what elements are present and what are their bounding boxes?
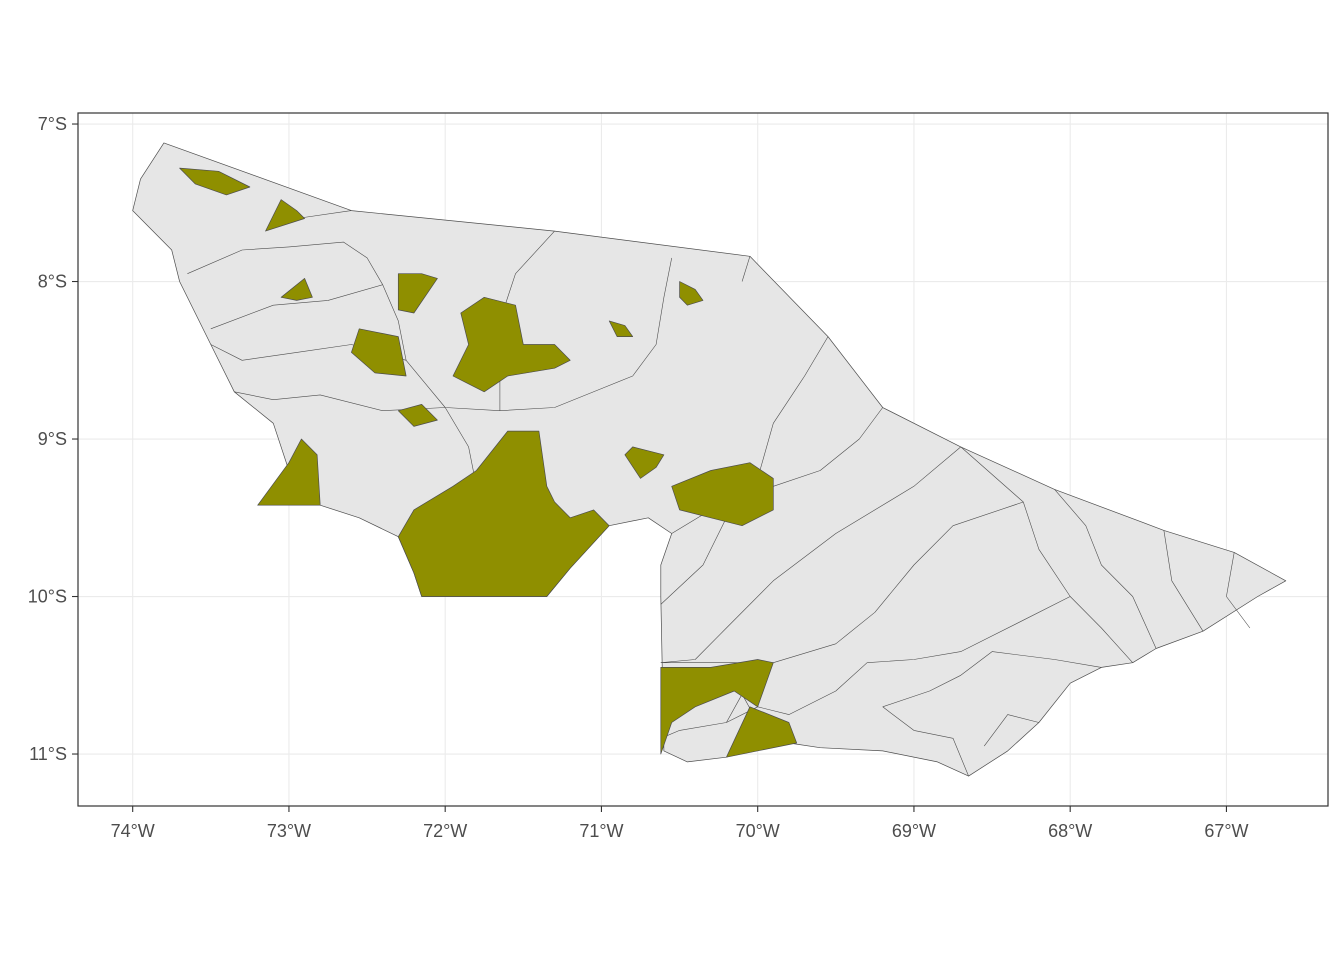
boundary-line-1 <box>296 210 352 219</box>
highlighted-area-13 <box>660 659 774 755</box>
y-tick-label-3: 10°S <box>28 587 67 607</box>
highlighted-area-14 <box>726 706 798 758</box>
highlighted-area-6 <box>397 404 438 427</box>
x-axis: 74°W 73°W 72°W 71°W 70°W 69°W 68°W 67°W <box>111 806 1249 841</box>
highlighted-area-10 <box>671 462 774 527</box>
boundary-line-10 <box>773 407 883 487</box>
x-tick-label-5: 69°W <box>892 821 936 841</box>
boundary-line-0 <box>187 241 383 285</box>
highlighted-area-12 <box>397 430 610 597</box>
y-tick-label-2: 9°S <box>38 429 67 449</box>
boundary-line-2 <box>210 284 383 330</box>
highlighted-areas <box>179 167 798 758</box>
boundary-line-8 <box>741 256 751 282</box>
highlighted-area-2 <box>397 273 438 314</box>
boundary-line-11 <box>960 446 1133 663</box>
boundary-line-12 <box>1054 489 1157 649</box>
x-tick-label-7: 67°W <box>1204 821 1248 841</box>
highlighted-area-5 <box>452 296 571 393</box>
x-tick-label-6: 68°W <box>1048 821 1092 841</box>
highlighted-area-7 <box>608 320 634 337</box>
x-tick-label-3: 71°W <box>579 821 623 841</box>
highlighted-area-4 <box>351 328 407 377</box>
x-tick-label-4: 70°W <box>736 821 780 841</box>
y-axis: 7°S 8°S 9°S 10°S 11°S <box>28 114 78 764</box>
highlighted-area-3 <box>280 278 313 301</box>
highlighted-area-0 <box>179 167 251 196</box>
highlighted-area-11 <box>257 438 321 506</box>
highlighted-area-8 <box>679 281 704 306</box>
boundary-line-14 <box>1226 552 1251 629</box>
highlighted-area-1 <box>265 199 305 232</box>
x-tick-label-1: 73°W <box>267 821 311 841</box>
highlighted-area-9 <box>624 446 665 479</box>
boundary-line-3 <box>382 257 672 411</box>
y-tick-label-1: 8°S <box>38 272 67 292</box>
x-tick-label-0: 74°W <box>111 821 155 841</box>
boundary-line-22 <box>983 714 1039 747</box>
x-tick-label-2: 72°W <box>423 821 467 841</box>
boundary-line-18 <box>867 596 1071 663</box>
boundary-line-13 <box>1163 530 1204 632</box>
y-tick-label-0: 7°S <box>38 114 67 134</box>
y-tick-label-4: 11°S <box>29 744 67 764</box>
boundary-line-15 <box>660 446 961 663</box>
boundary-line-21 <box>882 706 969 777</box>
boundary-line-19 <box>882 651 1102 708</box>
panel-border <box>77 112 1329 807</box>
